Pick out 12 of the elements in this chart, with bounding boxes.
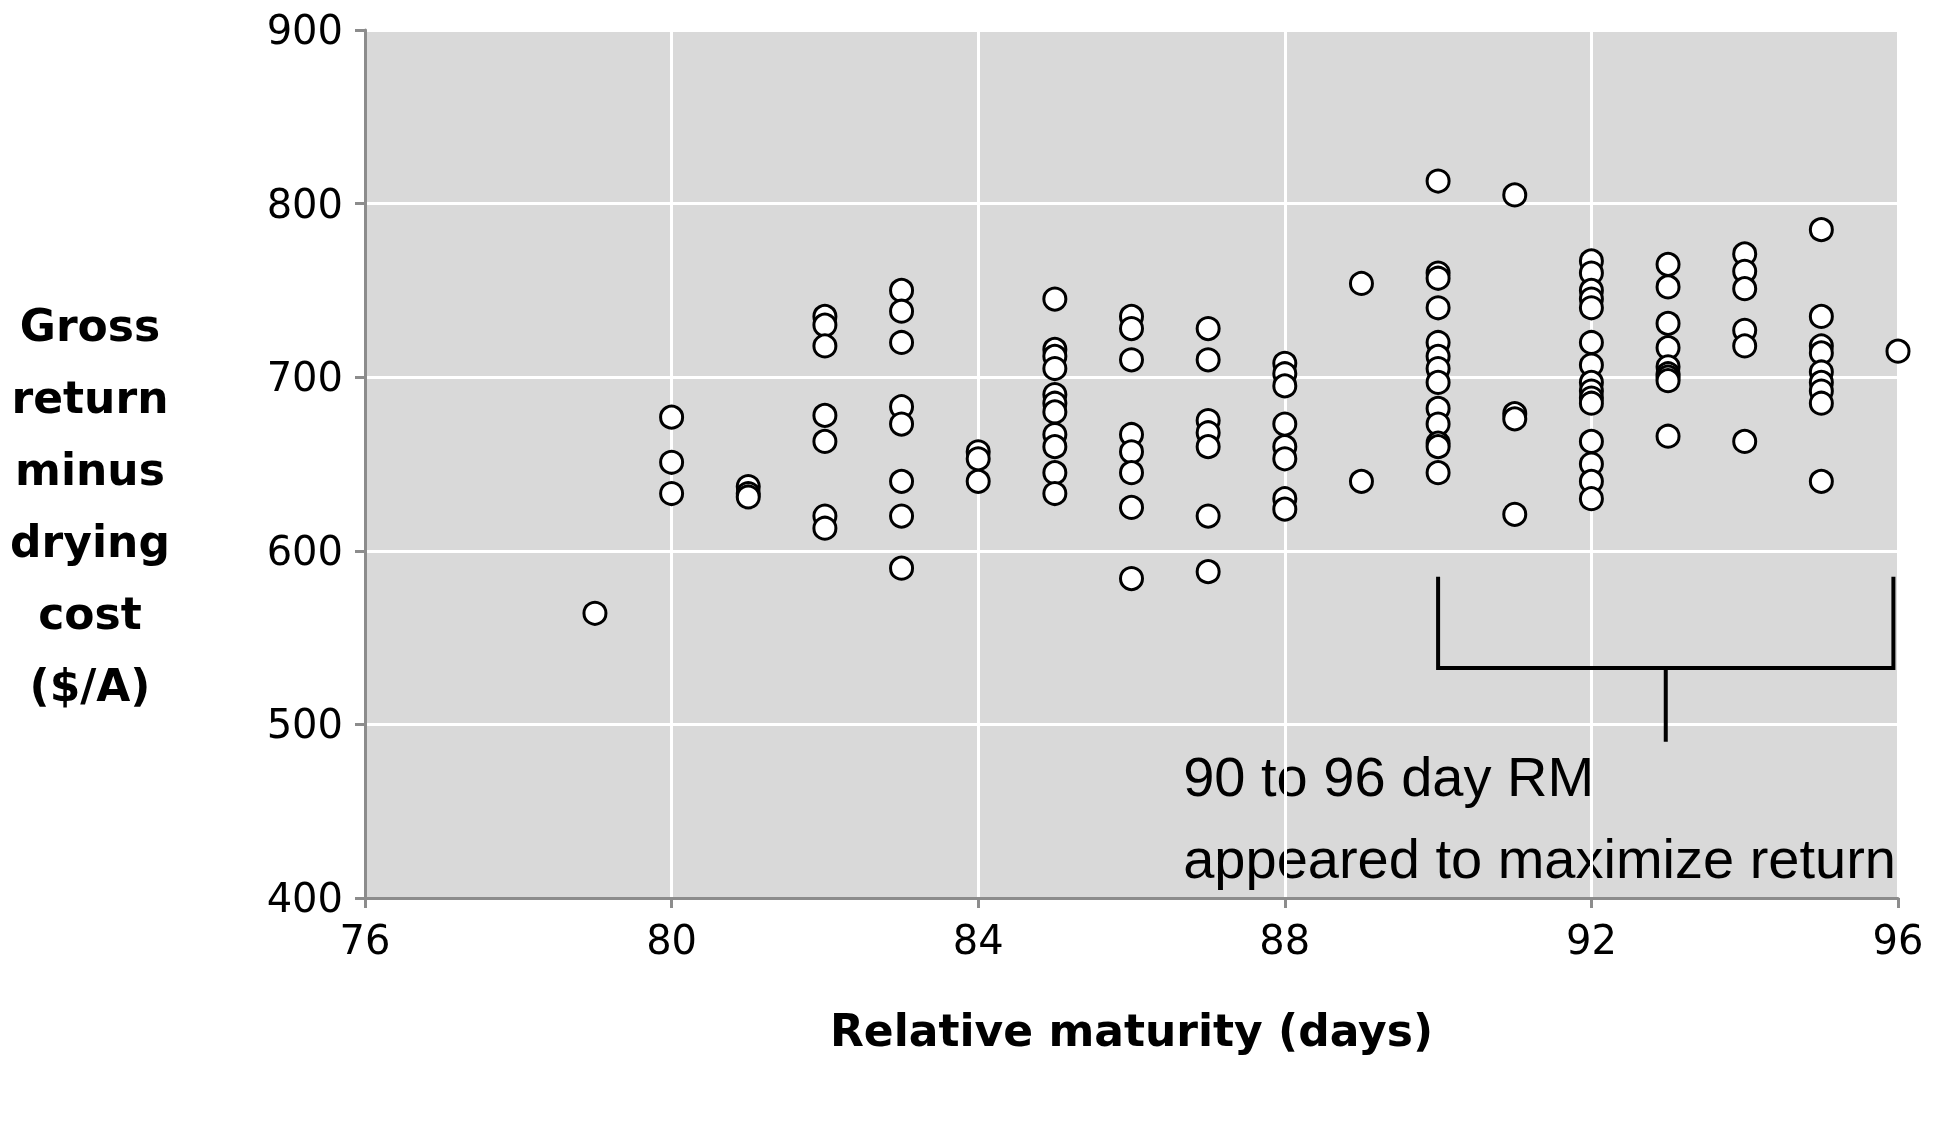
x-tick-label: 88 bbox=[1259, 917, 1311, 963]
y-tick-label: 700 bbox=[266, 354, 343, 401]
x-tick-label: 84 bbox=[952, 917, 1004, 963]
y-axis-title: Gross return minus drying cost ($/A) bbox=[9, 299, 171, 713]
y-tick-label: 600 bbox=[266, 527, 343, 574]
x-axis-title: Relative maturity (days) bbox=[829, 1004, 1434, 1056]
y-tick-label: 900 bbox=[266, 7, 343, 53]
x-tick-label: 96 bbox=[1872, 917, 1924, 963]
x-tick-label: 80 bbox=[646, 917, 698, 963]
y-tick-label: 800 bbox=[266, 180, 343, 227]
y-tick-label: 500 bbox=[266, 701, 343, 748]
x-tick-label: 92 bbox=[1565, 917, 1617, 963]
